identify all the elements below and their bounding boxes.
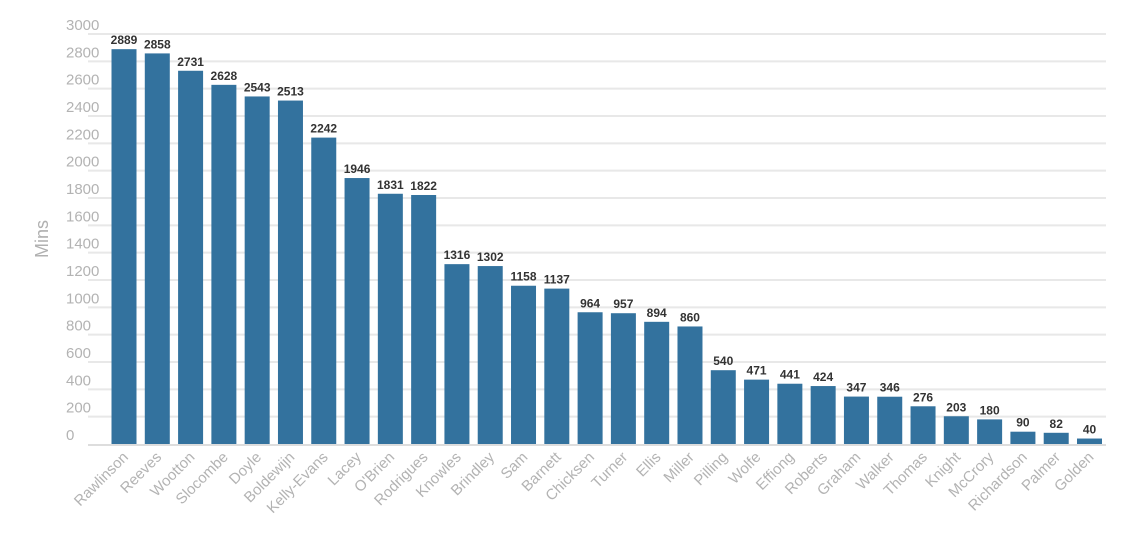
bar bbox=[144, 53, 170, 444]
bar-value-label: 90 bbox=[1016, 416, 1030, 430]
bar-value-label: 2513 bbox=[277, 85, 304, 99]
bar bbox=[211, 84, 237, 444]
bar bbox=[277, 100, 303, 444]
x-tick-label: Pilling bbox=[691, 449, 731, 489]
y-axis-title: Mins bbox=[32, 220, 52, 258]
y-axis-ticks: 0 200 400 600 800 1000 1200 1400 1600 1800 2000 220… bbox=[66, 17, 99, 444]
bar-value-label: 2858 bbox=[144, 37, 171, 51]
bar-value-label: 276 bbox=[913, 390, 933, 404]
x-tick-label: Ellis bbox=[633, 449, 664, 480]
bar bbox=[810, 386, 836, 444]
bar-value-label: 964 bbox=[580, 296, 600, 310]
bar bbox=[1043, 432, 1069, 444]
bar bbox=[111, 49, 137, 445]
bar bbox=[477, 266, 503, 444]
bar-value-label: 540 bbox=[713, 354, 733, 368]
y-tick-label: 1400 bbox=[66, 236, 99, 253]
bar bbox=[843, 396, 869, 444]
data-labels: 2889 2858 2731 2628 2543 2513 2242 1946 1831 1822… bbox=[111, 33, 1097, 436]
y-tick-label: 3000 bbox=[66, 17, 99, 34]
y-tick-label: 2000 bbox=[66, 154, 99, 171]
bar-value-label: 1822 bbox=[410, 179, 437, 193]
bar-value-label: 1316 bbox=[444, 248, 471, 262]
y-tick-label: 1600 bbox=[66, 208, 99, 225]
bar-value-label: 471 bbox=[747, 364, 767, 378]
bars bbox=[111, 49, 1102, 445]
bar bbox=[244, 96, 270, 444]
bar-value-label: 441 bbox=[780, 368, 800, 382]
bar bbox=[178, 70, 204, 444]
bar-value-label: 424 bbox=[813, 370, 833, 384]
bar bbox=[311, 137, 337, 445]
y-tick-label: 2800 bbox=[66, 44, 99, 61]
y-tick-label: 1800 bbox=[66, 181, 99, 198]
bar-value-label: 2731 bbox=[177, 55, 204, 69]
bar-value-label: 1831 bbox=[377, 178, 404, 192]
y-tick-label: 0 bbox=[66, 427, 74, 444]
bar-value-label: 894 bbox=[647, 306, 667, 320]
y-tick-label: 800 bbox=[66, 318, 91, 335]
bar bbox=[610, 313, 636, 444]
y-tick-label: 2600 bbox=[66, 72, 99, 89]
bar bbox=[977, 419, 1003, 444]
bar-value-label: 82 bbox=[1050, 417, 1064, 431]
x-axis-ticks: RawlinsonReevesWoottonSlocombeDoyleBolde… bbox=[71, 448, 1097, 517]
y-tick-label: 1000 bbox=[66, 290, 99, 307]
bar bbox=[544, 288, 570, 444]
y-tick-label: 200 bbox=[66, 400, 91, 417]
bar bbox=[877, 396, 903, 444]
bar bbox=[411, 194, 437, 444]
bar-value-label: 346 bbox=[880, 381, 900, 395]
bar-value-label: 180 bbox=[980, 403, 1000, 417]
bar-value-label: 203 bbox=[946, 400, 966, 414]
bar bbox=[710, 370, 736, 444]
x-tick-label: Miller bbox=[660, 449, 697, 486]
bar-value-label: 347 bbox=[846, 381, 866, 395]
y-tick-label: 2200 bbox=[66, 126, 99, 143]
y-tick-label: 1200 bbox=[66, 263, 99, 280]
bar bbox=[444, 264, 470, 444]
bar bbox=[511, 285, 537, 444]
y-tick-label: 400 bbox=[66, 372, 91, 389]
bar-value-label: 957 bbox=[613, 297, 633, 311]
bar bbox=[577, 312, 603, 444]
y-tick-label: 600 bbox=[66, 345, 91, 362]
bar-value-label: 1158 bbox=[510, 270, 536, 284]
bar bbox=[1077, 438, 1102, 444]
bar-value-label: 860 bbox=[680, 310, 700, 324]
x-tick-label: Turner bbox=[588, 449, 631, 492]
bar-value-label: 2889 bbox=[111, 33, 138, 47]
bar-value-label: 40 bbox=[1083, 423, 1097, 437]
bar-value-label: 2628 bbox=[211, 69, 238, 83]
bar bbox=[344, 178, 370, 444]
bar-value-label: 1946 bbox=[344, 162, 371, 176]
bar-value-label: 1137 bbox=[544, 273, 570, 287]
bar bbox=[644, 321, 670, 444]
bar-value-label: 2242 bbox=[310, 122, 337, 136]
bar bbox=[943, 416, 969, 444]
bar bbox=[377, 193, 403, 444]
bar bbox=[744, 379, 770, 444]
bar-value-label: 1302 bbox=[477, 250, 504, 264]
bar bbox=[910, 406, 936, 444]
y-tick-label: 2400 bbox=[66, 99, 99, 116]
bar bbox=[1010, 431, 1036, 444]
bar bbox=[777, 383, 803, 444]
bar bbox=[677, 326, 703, 444]
bar-value-label: 2543 bbox=[244, 80, 271, 94]
